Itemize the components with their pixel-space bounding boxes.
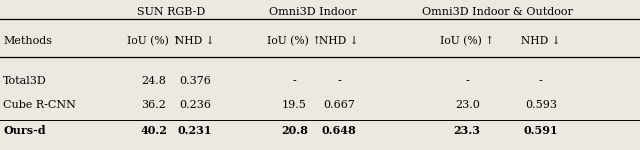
Text: Omni3D Indoor: Omni3D Indoor: [269, 7, 356, 17]
Text: 0.648: 0.648: [322, 124, 356, 135]
Text: NHD ↓: NHD ↓: [521, 36, 561, 46]
Text: IoU (%) ↑: IoU (%) ↑: [127, 36, 180, 46]
Text: 20.8: 20.8: [281, 124, 308, 135]
Text: -: -: [337, 76, 341, 87]
Text: NHD ↓: NHD ↓: [319, 36, 359, 46]
Text: 40.2: 40.2: [140, 124, 167, 135]
Text: -: -: [465, 76, 469, 87]
Text: SUN RGB-D: SUN RGB-D: [138, 7, 205, 17]
Text: 23.0: 23.0: [455, 100, 479, 111]
Text: 0.231: 0.231: [178, 124, 212, 135]
Text: Cube R-CNN: Cube R-CNN: [3, 100, 76, 111]
Text: 0.591: 0.591: [524, 124, 558, 135]
Text: 36.2: 36.2: [141, 100, 166, 111]
Text: NHD ↓: NHD ↓: [175, 36, 215, 46]
Text: IoU (%) ↑: IoU (%) ↑: [268, 36, 321, 46]
Text: Methods: Methods: [3, 36, 52, 46]
Text: Total3D: Total3D: [3, 76, 47, 87]
Text: -: -: [539, 76, 543, 87]
Text: 0.593: 0.593: [525, 100, 557, 111]
Text: -: -: [292, 76, 296, 87]
Text: 0.236: 0.236: [179, 100, 211, 111]
Text: IoU (%) ↑: IoU (%) ↑: [440, 36, 494, 46]
Text: 23.3: 23.3: [454, 124, 481, 135]
Text: 0.667: 0.667: [323, 100, 355, 111]
Text: 19.5: 19.5: [282, 100, 307, 111]
Text: Ours-d: Ours-d: [3, 124, 46, 135]
Text: 24.8: 24.8: [141, 76, 166, 87]
Text: 0.376: 0.376: [179, 76, 211, 87]
Text: Omni3D Indoor & Outdoor: Omni3D Indoor & Outdoor: [422, 7, 573, 17]
